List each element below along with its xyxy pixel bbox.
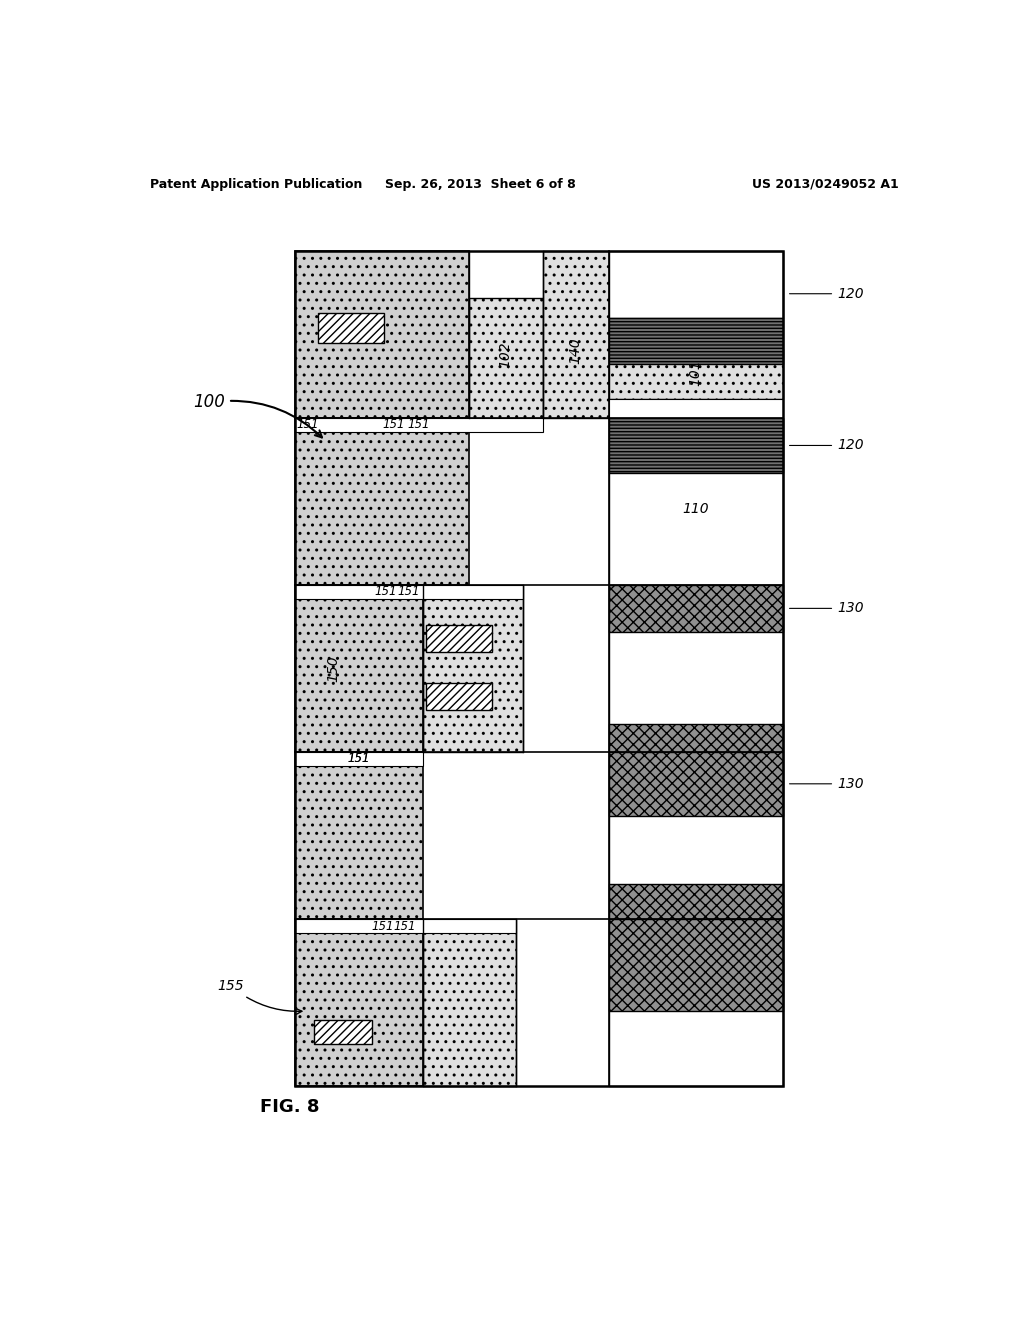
Text: FIG. 8: FIG. 8: [260, 1098, 319, 1115]
Polygon shape: [608, 752, 783, 816]
Polygon shape: [314, 1020, 372, 1044]
Text: 151: 151: [347, 752, 370, 766]
Text: 102: 102: [499, 341, 513, 368]
Text: 151: 151: [297, 418, 318, 432]
Polygon shape: [317, 313, 384, 343]
Text: 120: 120: [790, 438, 864, 453]
Text: 100: 100: [194, 393, 322, 437]
Text: 155: 155: [218, 979, 302, 1014]
Polygon shape: [608, 752, 783, 919]
Polygon shape: [423, 919, 515, 1086]
Polygon shape: [295, 418, 543, 432]
Polygon shape: [608, 723, 783, 752]
Text: 120: 120: [790, 286, 864, 301]
Text: 151: 151: [394, 920, 417, 933]
Polygon shape: [608, 251, 783, 318]
Text: 101: 101: [689, 359, 702, 385]
Text: 151: 151: [347, 752, 370, 766]
Polygon shape: [295, 919, 515, 933]
Text: 151: 151: [383, 418, 406, 432]
Text: US 2013/0249052 A1: US 2013/0249052 A1: [753, 178, 899, 190]
Polygon shape: [608, 919, 783, 1011]
Polygon shape: [608, 399, 783, 418]
Polygon shape: [608, 418, 783, 473]
Polygon shape: [423, 585, 523, 752]
Polygon shape: [608, 884, 783, 919]
Text: 151: 151: [397, 585, 420, 598]
Polygon shape: [608, 585, 783, 752]
Text: 151: 151: [372, 920, 394, 933]
Polygon shape: [295, 585, 423, 752]
Text: Sep. 26, 2013  Sheet 6 of 8: Sep. 26, 2013 Sheet 6 of 8: [385, 178, 575, 190]
Polygon shape: [426, 684, 493, 710]
Text: 150: 150: [327, 655, 340, 682]
Polygon shape: [295, 585, 523, 599]
Polygon shape: [608, 585, 783, 632]
Polygon shape: [295, 752, 423, 919]
Polygon shape: [295, 752, 423, 766]
Polygon shape: [295, 418, 469, 585]
Text: 140: 140: [568, 338, 583, 364]
Text: 110: 110: [682, 502, 709, 516]
Polygon shape: [469, 297, 543, 418]
Polygon shape: [608, 418, 783, 585]
Polygon shape: [295, 919, 423, 1086]
Polygon shape: [426, 624, 493, 652]
Polygon shape: [608, 348, 783, 399]
Text: Patent Application Publication: Patent Application Publication: [150, 178, 362, 190]
Polygon shape: [608, 318, 783, 364]
Polygon shape: [295, 251, 469, 418]
Text: 130: 130: [790, 602, 864, 615]
Text: 130: 130: [790, 776, 864, 791]
Text: 151: 151: [375, 585, 397, 598]
Polygon shape: [608, 919, 783, 1086]
Polygon shape: [543, 251, 608, 418]
Text: 151: 151: [408, 418, 430, 432]
